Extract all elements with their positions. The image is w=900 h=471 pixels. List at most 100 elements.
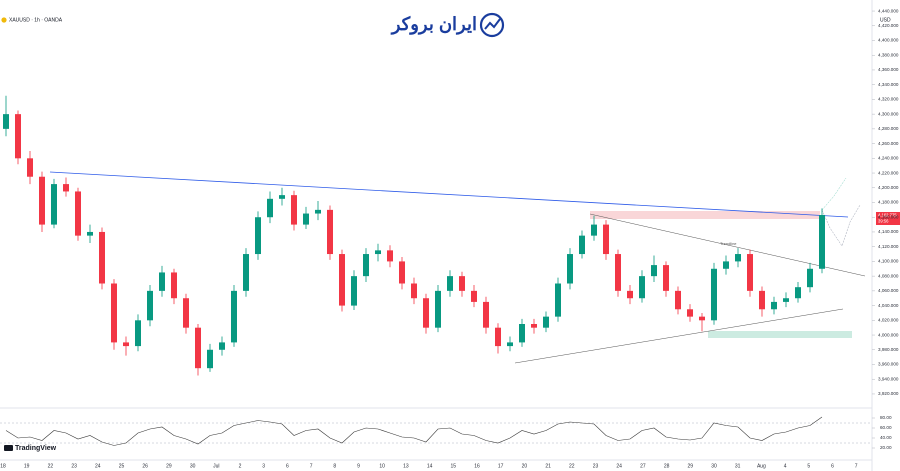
y-tick-label: 3,960.000 <box>878 362 899 367</box>
rsi-tick-label: 60.00 <box>880 425 892 430</box>
logo-icon <box>479 12 505 38</box>
y-tick-label: 3,940.000 <box>878 376 899 381</box>
brand-name: ایران بروکر <box>390 14 477 35</box>
y-tick-label: 4,320.000 <box>878 97 899 102</box>
x-tick-label: 22 <box>569 463 575 469</box>
rsi-tick-label: 80.00 <box>880 415 892 420</box>
x-tick-label: 5 <box>807 463 810 469</box>
x-tick-label: 10 <box>379 463 385 469</box>
candle-body <box>231 290 237 343</box>
x-tick-label: 7 <box>855 463 858 469</box>
y-tick-label: 4,300.000 <box>878 111 899 116</box>
rsi-tick-label: 20.00 <box>880 445 892 450</box>
price-label: 4,162.775 <box>878 213 897 218</box>
x-tick-label: 4 <box>784 463 787 469</box>
y-tick-label: 3,920.000 <box>878 391 899 396</box>
candle-body <box>675 290 681 310</box>
x-tick-label: 18 <box>0 463 6 469</box>
y-tick-label: 4,000.000 <box>878 332 899 337</box>
candle-body <box>327 209 333 255</box>
y-tick-label: 4,220.000 <box>878 170 899 175</box>
candle-body <box>159 272 165 291</box>
x-tick-label: 31 <box>735 463 741 469</box>
x-tick-label: 28 <box>664 463 670 469</box>
candle-body <box>399 261 405 284</box>
y-tick-label: 4,340.000 <box>878 82 899 87</box>
candle-body <box>207 349 213 369</box>
x-tick-label: Jul <box>213 463 219 469</box>
candle-body <box>639 276 645 299</box>
x-tick-label: 22 <box>48 463 54 469</box>
candle-body <box>363 254 369 277</box>
candle-body <box>603 224 609 255</box>
brand-logo: ایران بروکر <box>390 12 505 38</box>
tv-logo <box>4 445 13 451</box>
x-tick-label: 23 <box>71 463 77 469</box>
candle-body <box>555 283 561 317</box>
candle-body <box>591 224 597 236</box>
candle-body <box>435 290 441 328</box>
candle-body <box>519 324 525 343</box>
candle-body <box>627 290 633 299</box>
y-tick-label: 4,200.000 <box>878 185 899 190</box>
rsi-tick-label: 40.00 <box>880 435 892 440</box>
candle-body <box>279 195 285 199</box>
candle-body <box>123 342 129 347</box>
x-tick-label: 20 <box>522 463 528 469</box>
candle-body <box>651 265 657 277</box>
candle-body <box>351 276 357 306</box>
candle-body <box>747 254 753 291</box>
y-tick-label: 4,160.000 <box>878 214 899 219</box>
x-tick-label: 25 <box>119 463 125 469</box>
y-tick-label: 4,060.000 <box>878 288 899 293</box>
y-tick-label: 4,240.000 <box>878 156 899 161</box>
x-tick-label: 2 <box>239 463 242 469</box>
candle-body <box>195 327 201 369</box>
candle-body <box>447 276 453 291</box>
y-tick-label: 4,080.000 <box>878 273 899 278</box>
candle-body <box>135 320 141 347</box>
candle-body <box>759 290 765 310</box>
logo-icon <box>484 18 501 30</box>
candle-body <box>771 301 777 310</box>
candle-body <box>15 114 21 159</box>
candle-body <box>579 235 585 255</box>
x-tick-label: Aug <box>757 463 766 469</box>
candle-body <box>267 198 273 218</box>
candle-body <box>375 250 381 255</box>
candle-body <box>795 287 801 299</box>
candle-body <box>531 324 537 328</box>
rsi-line <box>5 416 823 446</box>
candle-body <box>219 342 225 350</box>
x-tick-label: 3 <box>262 463 265 469</box>
y-tick-label: 4,400.000 <box>878 38 899 43</box>
x-tick-label: 7 <box>310 463 313 469</box>
y-tick-label: 4,380.000 <box>878 52 899 57</box>
projection <box>821 177 847 211</box>
candle-body <box>507 342 513 347</box>
y-tick-label: 4,260.000 <box>878 141 899 146</box>
y-tick-label: 4,140.000 <box>878 229 899 234</box>
x-tick-label: 27 <box>640 463 646 469</box>
y-tick-label: 4,020.000 <box>878 318 899 323</box>
x-tick-label: 17 <box>498 463 504 469</box>
symbol-title: XAUUSD · 1h · OANDA <box>9 17 63 23</box>
y-tick-label: 4,100.000 <box>878 259 899 264</box>
x-tick-label: 21 <box>545 463 551 469</box>
candle-body <box>411 283 417 299</box>
trendline <box>49 171 849 218</box>
x-tick-label: 26 <box>142 463 148 469</box>
x-tick-label: 24 <box>616 463 622 469</box>
candle-body <box>615 254 621 291</box>
supply-zone <box>590 211 820 219</box>
candle-body <box>735 254 741 262</box>
y-tick-label: 4,120.000 <box>878 244 899 249</box>
candle-body <box>75 191 81 236</box>
x-tick-label: 9 <box>357 463 360 469</box>
candle-body <box>63 184 69 192</box>
candle-body <box>51 184 57 225</box>
x-tick-label: 30 <box>711 463 717 469</box>
